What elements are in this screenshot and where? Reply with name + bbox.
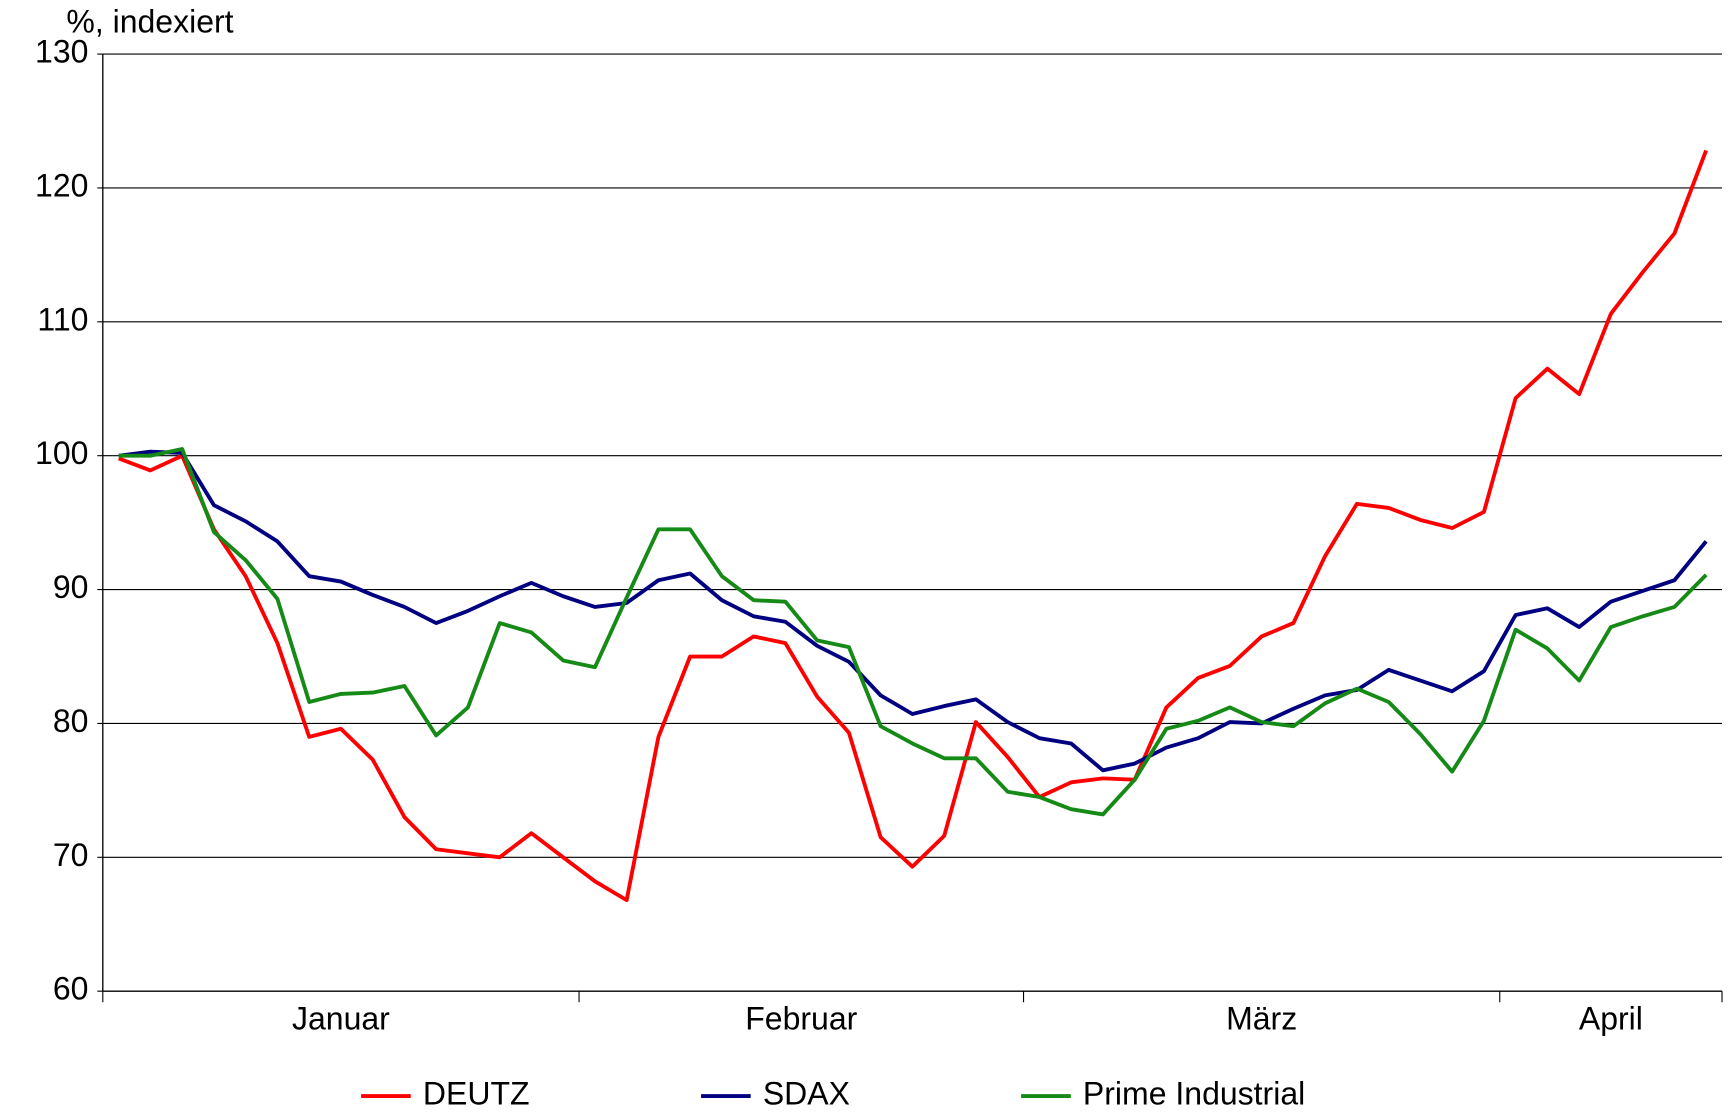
y-tick-label: 120 <box>35 167 88 203</box>
y-axis-label: %, indexiert <box>66 4 233 40</box>
y-tick-label: 80 <box>53 703 89 739</box>
x-tick-label: Februar <box>745 1000 857 1036</box>
y-tick-label: 130 <box>35 34 88 70</box>
series-line <box>118 449 1708 773</box>
y-tick-label: 90 <box>53 569 89 605</box>
legend-label: DEUTZ <box>423 1075 530 1111</box>
legend-label: SDAX <box>763 1075 850 1111</box>
y-tick-label: 110 <box>37 301 88 337</box>
x-tick-label: April <box>1579 1000 1643 1036</box>
x-tick-label: März <box>1226 1000 1297 1036</box>
y-tick-label: 100 <box>35 435 88 471</box>
legend-label: Prime Industrial <box>1083 1075 1305 1111</box>
y-tick-label: 70 <box>53 837 89 873</box>
series-line <box>118 149 1708 903</box>
x-tick-label: Januar <box>292 1000 390 1036</box>
y-tick-label: 60 <box>53 971 89 1007</box>
series-line <box>118 447 1708 817</box>
